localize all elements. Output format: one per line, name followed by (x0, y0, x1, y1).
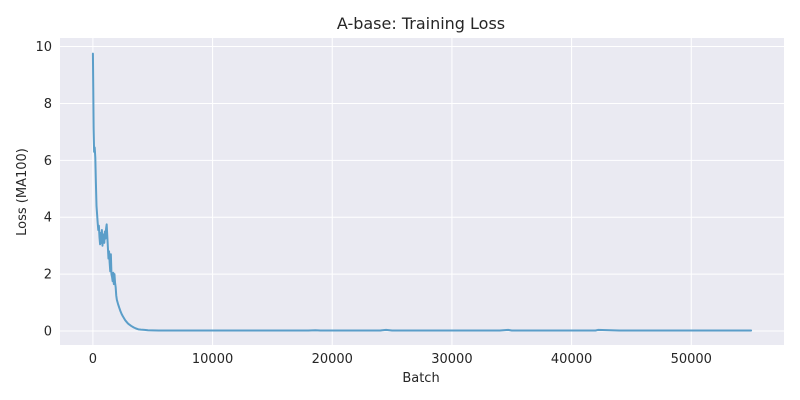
x-tick-label: 0 (89, 352, 97, 367)
plot-area (60, 38, 784, 345)
x-tick-labels: 0 10000 20000 30000 40000 50000 (89, 352, 712, 367)
x-tick-label: 40000 (551, 352, 592, 367)
y-tick-label: 0 (44, 325, 52, 340)
y-tick-label: 2 (44, 268, 52, 283)
x-tick-label: 30000 (431, 352, 472, 367)
y-tick-label: 4 (44, 211, 52, 226)
x-tick-label: 20000 (312, 352, 353, 367)
series-line (91, 52, 753, 332)
y-tick-label: 10 (35, 40, 52, 55)
y-tick-label: 6 (44, 154, 52, 169)
y-tick-labels: 0 2 4 6 8 10 (35, 40, 52, 340)
y-axis-title: Loss (MA100) (15, 148, 30, 236)
x-axis-title: Batch (402, 371, 439, 386)
x-tick-label: 50000 (671, 352, 712, 367)
chart-title: A-base: Training Loss (337, 14, 505, 33)
x-tick-label: 10000 (192, 352, 233, 367)
y-tick-label: 8 (44, 97, 52, 112)
